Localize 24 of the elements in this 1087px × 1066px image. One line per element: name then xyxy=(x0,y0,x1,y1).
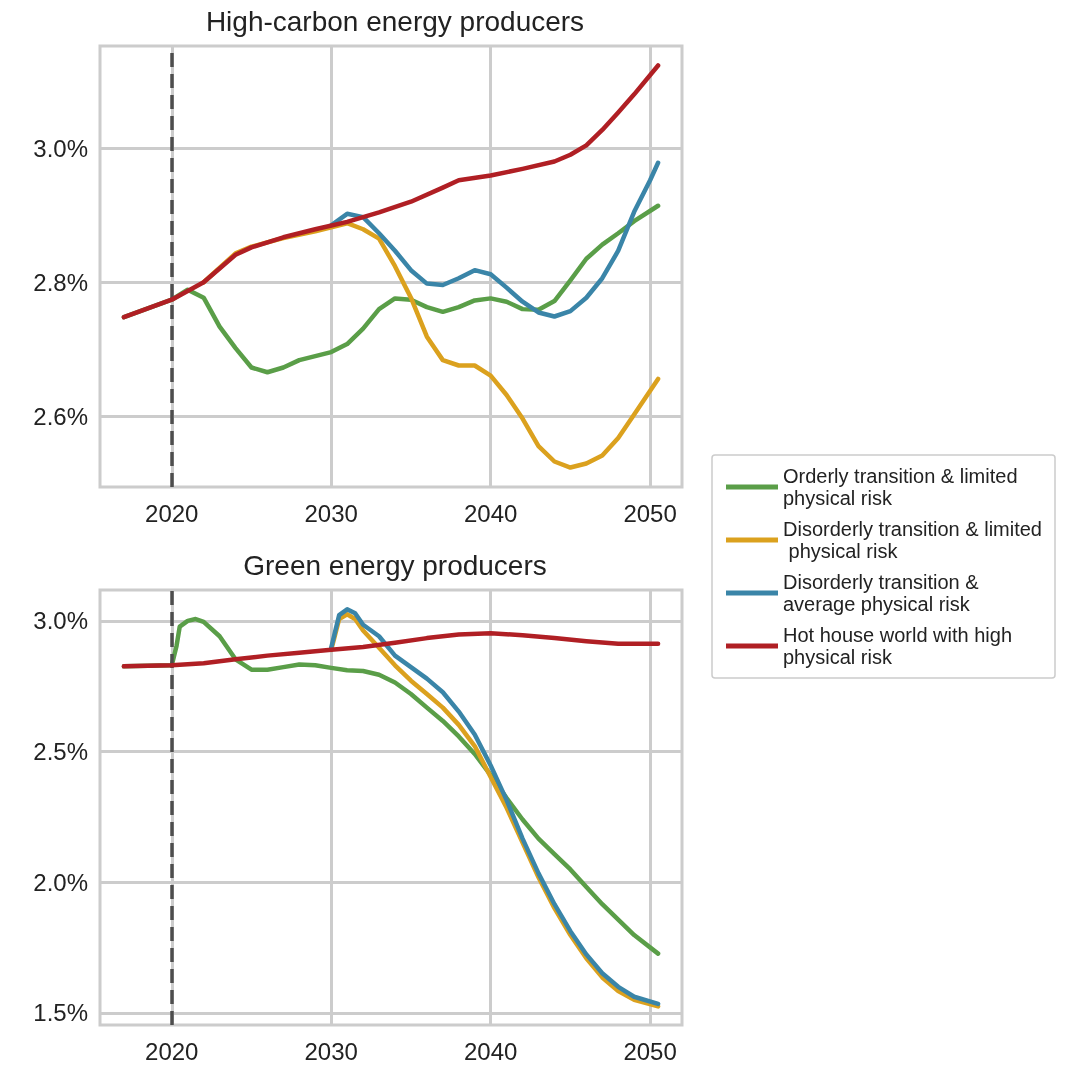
y-tick-label: 2.5% xyxy=(33,738,88,766)
x-tick-label: 2030 xyxy=(304,499,358,527)
x-tick-label: 2040 xyxy=(463,1037,518,1065)
y-tick-label: 2.8% xyxy=(33,268,88,296)
legend-label: Orderly transition & limited physical risk xyxy=(783,465,1024,509)
line-series xyxy=(328,160,661,319)
x-tick-label: 2050 xyxy=(623,1037,677,1065)
line-series xyxy=(121,630,661,669)
y-tick-label: 3.0% xyxy=(33,607,88,635)
y-tick-label: 2.6% xyxy=(33,403,88,431)
x-tick-label: 2020 xyxy=(145,499,199,527)
x-tick-label: 2040 xyxy=(463,499,518,527)
chart-title: Green energy producers xyxy=(243,549,547,581)
x-tick-label: 2020 xyxy=(145,1037,199,1065)
x-tick-label: 2050 xyxy=(623,499,677,527)
line-series xyxy=(121,63,661,320)
legend-label: Disorderly transition & average physical risk xyxy=(783,571,985,615)
x-tick-label: 2030 xyxy=(304,1037,358,1065)
y-tick-label: 1.5% xyxy=(33,999,88,1027)
legend-label: Hot house world with high physical risk xyxy=(783,624,1018,668)
y-tick-label: 3.0% xyxy=(33,134,88,162)
legend-label: Disorderly transition & limited physical risk xyxy=(783,518,1042,562)
y-tick-label: 2.0% xyxy=(33,868,88,896)
chart-title: High-carbon energy producers xyxy=(205,5,585,37)
